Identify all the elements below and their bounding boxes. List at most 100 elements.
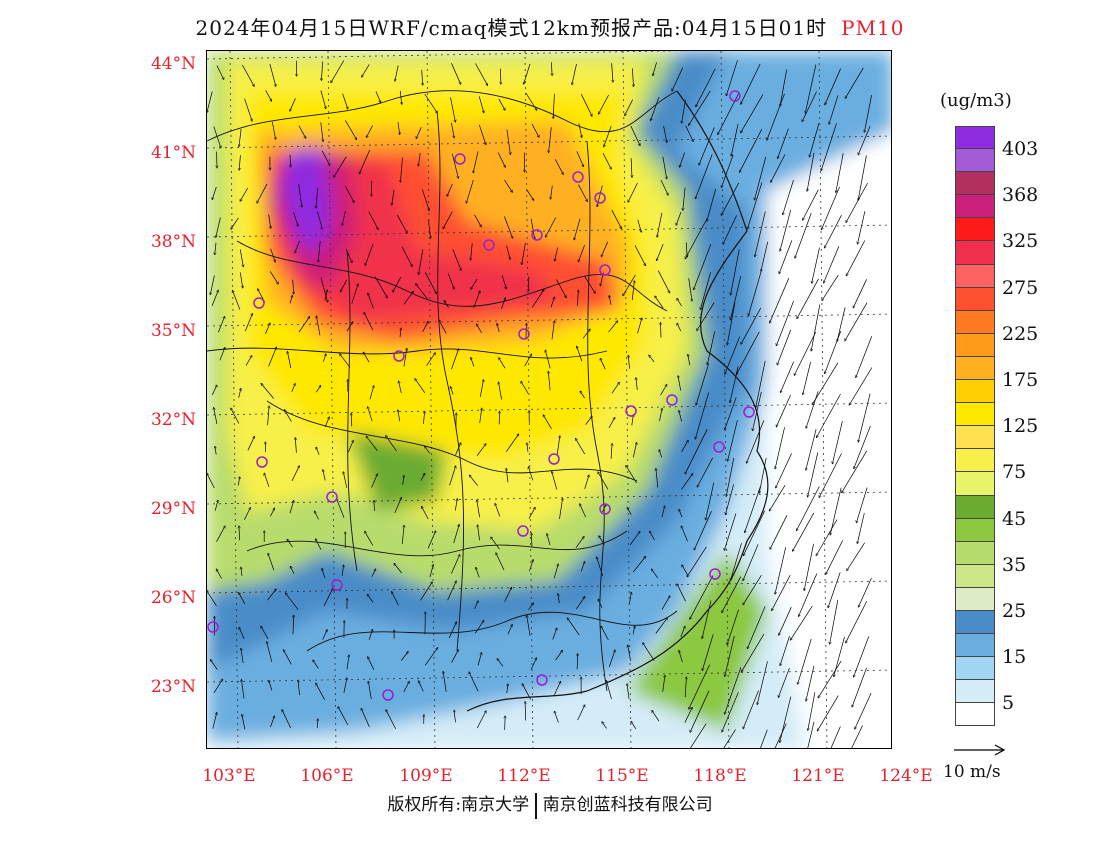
wind-arrow — [397, 122, 400, 134]
wind-arrow — [685, 125, 694, 142]
wind-arrow — [477, 500, 480, 518]
wind-arrow — [780, 69, 788, 107]
wind-arrow — [524, 63, 531, 84]
wind-arrow — [283, 650, 292, 665]
wind-arrow — [324, 290, 328, 301]
wind-arrow — [531, 290, 544, 308]
wind-arrow — [817, 695, 839, 731]
wind-arrow — [608, 321, 618, 333]
wind-arrow — [688, 278, 692, 301]
colorbar-swatch — [955, 403, 995, 427]
wind-arrow — [214, 500, 218, 511]
wind-arrow — [451, 122, 454, 138]
wind-arrow — [270, 716, 275, 728]
wind-arrow — [696, 364, 709, 405]
wind-arrow — [548, 371, 551, 391]
wind-arrow — [212, 186, 217, 200]
wind-arrow — [331, 60, 345, 83]
pm10-forecast-map[interactable] — [206, 50, 892, 749]
wind-arrow — [478, 96, 484, 112]
wind-arrow — [580, 504, 586, 518]
colorbar-swatch — [955, 241, 995, 265]
wind-arrow — [578, 290, 579, 306]
wind-arrow — [576, 151, 584, 166]
site-marker — [483, 239, 495, 251]
wind-arrow — [631, 281, 634, 301]
wind-arrow — [359, 149, 371, 174]
wind-arrow — [602, 722, 607, 729]
wind-arrow — [756, 360, 766, 408]
wind-arrow — [298, 125, 306, 139]
wind-arrow — [741, 63, 761, 104]
wind-arrow — [216, 569, 222, 579]
wind-arrow — [804, 543, 814, 591]
wind-arrow — [316, 386, 320, 393]
wind-arrow — [780, 635, 790, 665]
colorbar-swatch — [955, 657, 995, 681]
wind-arrow — [806, 391, 819, 428]
wind-arrow — [400, 652, 408, 661]
wind-arrow — [600, 358, 606, 370]
wind-arrow — [631, 415, 634, 426]
wind-arrow — [574, 218, 581, 240]
wind-arrow — [598, 472, 609, 490]
colorbar-swatch — [955, 449, 995, 473]
wind-arrow — [660, 179, 668, 195]
wind-arrow — [393, 277, 402, 292]
lat-label: 32°N — [150, 410, 196, 430]
wind-arrow — [697, 302, 715, 330]
wind-arrow — [741, 307, 762, 344]
wind-arrow — [767, 93, 785, 141]
wind-arrow — [685, 429, 708, 474]
wind-arrow — [681, 440, 689, 452]
wind-arrow — [528, 467, 534, 481]
wind-arrow — [282, 710, 292, 729]
wind-arrow — [676, 211, 682, 225]
wind-arrow — [293, 615, 294, 635]
wind-arrow — [795, 212, 812, 258]
wind-arrow — [443, 211, 453, 229]
copyright-right: 南京创蓝科技有限公司 — [542, 795, 713, 815]
wind-arrow — [731, 123, 739, 156]
wind-arrow — [420, 473, 425, 481]
colorbar-swatch — [955, 287, 995, 311]
colorbar-swatch — [955, 310, 995, 334]
wind-arrow — [636, 378, 638, 391]
wind-arrow — [662, 675, 665, 692]
wind-arrow — [522, 242, 526, 265]
wind-arrow — [398, 410, 401, 422]
wind-arrow — [476, 324, 482, 334]
wind-arrow — [858, 211, 866, 244]
colorbar-swatch — [955, 587, 995, 611]
site-marker — [518, 328, 530, 340]
wind-arrow — [504, 179, 513, 192]
wind-arrow — [554, 711, 559, 723]
wind-arrow — [687, 546, 707, 577]
colorbar-swatch — [955, 564, 995, 588]
wind-arrow — [685, 218, 708, 259]
wind-arrow — [809, 123, 820, 157]
wind-arrow — [770, 278, 790, 323]
wind-arrow — [231, 408, 240, 424]
wind-arrow — [293, 212, 298, 227]
colorbar-swatch — [955, 333, 995, 357]
wind-arrow — [439, 320, 447, 334]
colorbar-label: 15 — [1002, 646, 1027, 669]
wind-arrow — [556, 279, 566, 297]
wind-arrow — [847, 542, 865, 571]
wind-arrow — [725, 397, 737, 430]
wind-arrow — [690, 723, 707, 748]
wind-arrow — [775, 547, 787, 594]
wind-arrow — [728, 420, 738, 461]
wind-arrow — [403, 681, 410, 692]
wind-arrow — [798, 638, 812, 684]
wind-arrow — [340, 279, 348, 292]
wind-arrow — [504, 216, 512, 239]
colorbar-label: 275 — [1002, 276, 1039, 299]
site-marker — [666, 394, 678, 406]
site-marker — [331, 579, 343, 591]
wind-arrow — [689, 664, 710, 709]
wind-arrow — [725, 484, 735, 514]
wind-arrow — [726, 457, 735, 497]
wind-arrow — [341, 565, 344, 577]
